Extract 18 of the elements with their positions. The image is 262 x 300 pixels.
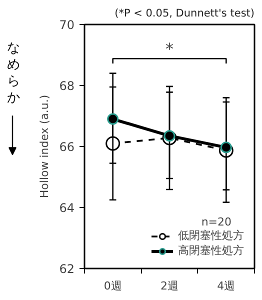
y-tick-label: 66 bbox=[59, 140, 75, 154]
point bbox=[220, 142, 232, 154]
text: なめらか bbox=[7, 40, 20, 106]
y-tick-label: 68 bbox=[59, 79, 75, 93]
x-tick-label: 4週 bbox=[217, 280, 236, 292]
annotation: n=20 bbox=[201, 216, 232, 228]
x-tick-label: 2週 bbox=[160, 280, 178, 292]
y-tick-label: 62 bbox=[59, 262, 75, 276]
y-axis-title: Hollow index (a.u.) bbox=[38, 94, 52, 198]
point bbox=[164, 130, 176, 142]
y-tick-label: 70 bbox=[59, 18, 75, 32]
point bbox=[107, 113, 119, 125]
legend-label: 低閉塞性処方 bbox=[178, 228, 244, 243]
x-tick-label: 0週 bbox=[104, 280, 122, 292]
annotation: * bbox=[166, 40, 174, 59]
chart-title: (*P < 0.05, Dunnett's test) bbox=[114, 8, 254, 20]
legend-label: 高閉塞性処方 bbox=[178, 243, 244, 258]
y-tick-label: 64 bbox=[59, 201, 75, 215]
